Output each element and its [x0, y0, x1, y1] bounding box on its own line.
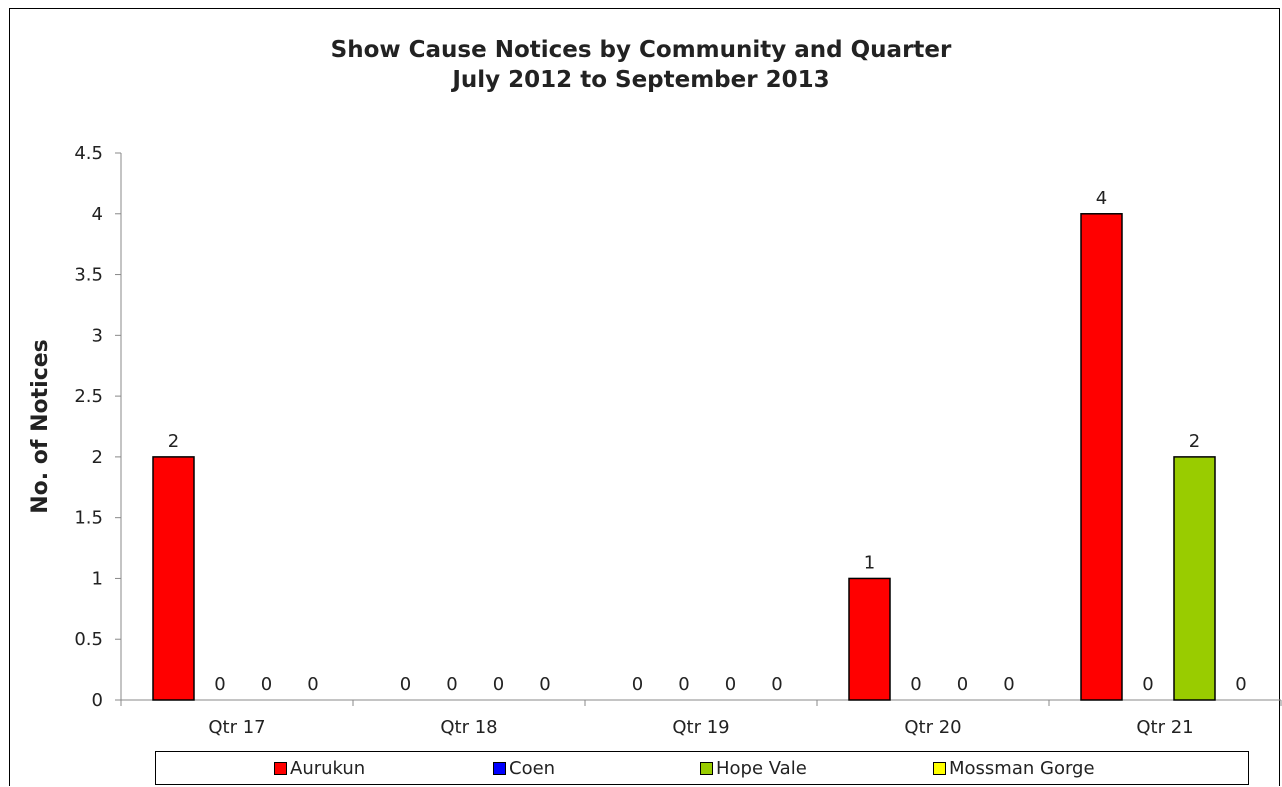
legend-label-mossman-gorge: Mossman Gorge: [949, 758, 1095, 779]
legend-swatch-aurukun: [274, 762, 287, 775]
data-label: 0: [771, 674, 782, 695]
data-label: 0: [400, 674, 411, 695]
data-label: 0: [725, 674, 736, 695]
x-tick-label: Qtr 19: [672, 717, 729, 738]
bar: [1173, 456, 1216, 701]
x-tick-label: Qtr 18: [440, 717, 497, 738]
y-tick-label: 4.5: [74, 143, 103, 164]
data-label: 4: [1096, 188, 1107, 209]
legend-label-coen: Coen: [509, 758, 556, 779]
data-label: 0: [307, 674, 318, 695]
y-tick-label: 0: [92, 690, 103, 711]
legend-item-coen: Coen: [493, 758, 555, 779]
legend-item-aurukun: Aurukun: [274, 758, 365, 779]
data-label: 2: [1189, 431, 1200, 452]
y-tick-label: 1.5: [74, 508, 103, 529]
data-label: 0: [910, 674, 921, 695]
x-tick-label: Qtr 17: [208, 717, 265, 738]
data-label: 0: [1142, 674, 1153, 695]
chart-subtitle: July 2012 to September 2013: [452, 67, 830, 93]
y-tick-label: 4: [92, 204, 103, 225]
x-tick-label: Qtr 20: [904, 717, 961, 738]
y-tick-label: 0.5: [74, 629, 103, 650]
data-label: 0: [957, 674, 968, 695]
y-tick-label: 1: [92, 568, 103, 589]
data-label: 0: [261, 674, 272, 695]
data-label: 0: [214, 674, 225, 695]
legend-swatch-hope-vale: [700, 762, 713, 775]
bar: [152, 456, 195, 701]
data-label: 0: [1003, 674, 1014, 695]
legend-item-mossman-gorge: Mossman Gorge: [933, 758, 1095, 779]
chart-frame: [9, 8, 1280, 786]
y-tick-label: 2.5: [74, 386, 103, 407]
data-label: 0: [1235, 674, 1246, 695]
data-label: 0: [678, 674, 689, 695]
x-tick-label: Qtr 21: [1136, 717, 1193, 738]
data-label: 0: [632, 674, 643, 695]
chart-legend: Aurukun Coen Hope Vale Mossman Gorge: [155, 751, 1249, 785]
legend-swatch-coen: [493, 762, 506, 775]
y-axis-title: No. of Notices: [28, 339, 53, 514]
data-label: 2: [168, 431, 179, 452]
legend-label-aurukun: Aurukun: [290, 758, 366, 779]
legend-label-hope-vale: Hope Vale: [716, 758, 807, 779]
legend-item-hope-vale: Hope Vale: [700, 758, 807, 779]
data-label: 1: [864, 552, 875, 573]
y-tick-label: 2: [92, 447, 103, 468]
y-tick-label: 3: [92, 325, 103, 346]
data-label: 0: [493, 674, 504, 695]
bar: [848, 577, 891, 701]
y-tick-label: 3.5: [74, 265, 103, 286]
chart-title-block: Show Cause Notices by Community and Quar…: [0, 35, 1282, 95]
bar: [1080, 213, 1123, 701]
legend-swatch-mossman-gorge: [933, 762, 946, 775]
data-label: 0: [539, 674, 550, 695]
data-label: 0: [446, 674, 457, 695]
chart-title: Show Cause Notices by Community and Quar…: [330, 37, 952, 63]
